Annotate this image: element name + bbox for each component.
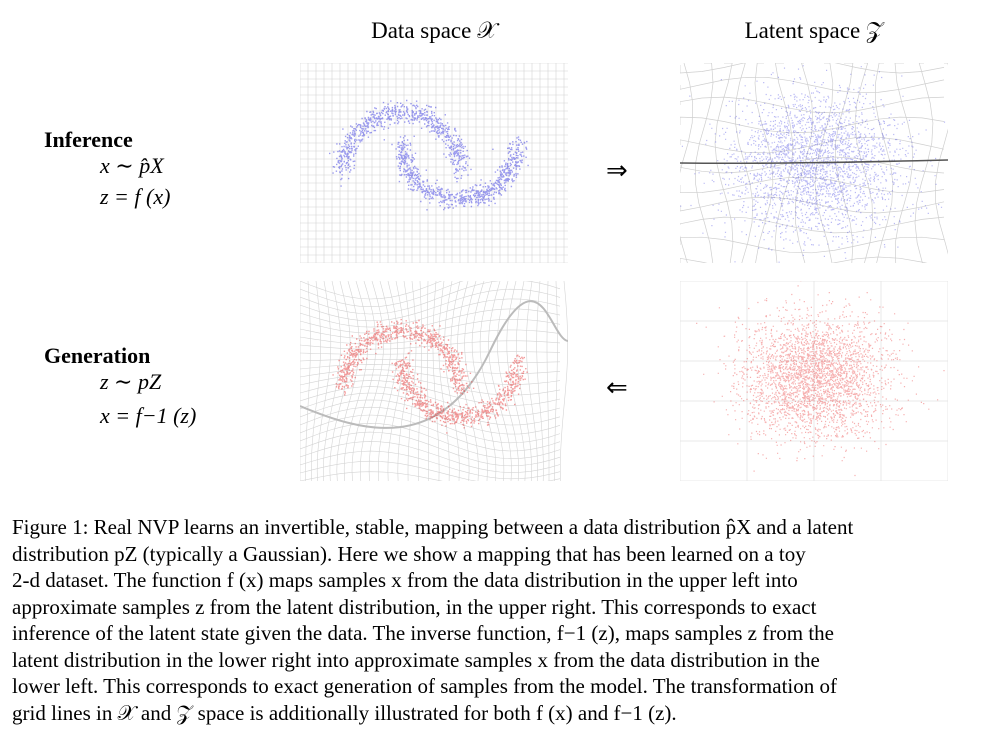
caption-line: lower left. This corresponds to exact ge… [12,674,837,698]
data-space-inference-panel [300,63,568,263]
inference-eq-sample: x ∼ p̂X [100,153,164,178]
caption-line: 2-d dataset. The function f (x) maps sam… [12,568,798,592]
caption-line: latent distribution in the lower right i… [12,647,820,672]
latent-space-generation-panel [680,281,948,481]
generation-title: Generation [44,343,151,368]
generation-eq-sample: z ∼ pZ [100,369,162,394]
generation-eq-map: x = f−1 (z) [100,403,197,428]
data-space-header: Data space 𝒳 [371,18,497,43]
data-space-generation-panel [300,281,568,481]
caption-line: Figure 1: Real NVP learns an invertible,… [12,515,854,539]
inference-title: Inference [44,127,133,152]
figure-caption: Figure 1: Real NVP learns an invertible,… [12,514,988,726]
inference-eq-map: z = f (x) [100,184,171,209]
caption-line: distribution pZ (typically a Gaussian). … [12,541,806,566]
caption-line: grid lines in 𝒳 and 𝒵 space is additiona… [12,700,677,725]
latent-space-header: Latent space 𝒵 [744,18,884,43]
latent-space-inference-panel [680,63,948,263]
forward-arrow-icon: ⇒ [606,156,628,186]
caption-line: approximate samples z from the latent di… [12,594,817,619]
caption-line: inference of the latent state given the … [12,621,834,645]
backward-arrow-icon: ⇐ [606,373,628,403]
